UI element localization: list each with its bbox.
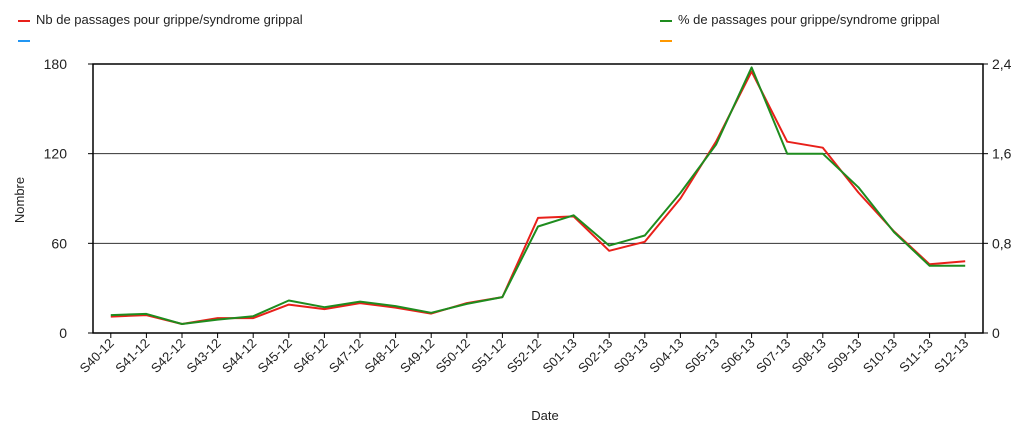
plot-frame	[92, 63, 984, 334]
x-tick-label-5: S45-12	[255, 336, 295, 376]
y-axis-right-ticks: 0 0,8 1,6 2,4	[983, 56, 1012, 341]
series-line-1	[110, 66, 966, 325]
y-right-tick-label-0: 0	[992, 325, 1000, 341]
x-tick-label-12: S52-12	[504, 336, 544, 376]
legend-swatch-red	[18, 19, 30, 22]
x-tick-label-15: S03-13	[611, 336, 651, 376]
legend-swatch-orange	[660, 39, 672, 42]
x-axis-ticks: S40-12S41-12S42-12S43-12S44-12S45-12S46-…	[77, 333, 971, 376]
x-tick-label-18: S06-13	[717, 336, 757, 376]
y-left-tick-label-3: 180	[44, 56, 68, 72]
x-tick-label-1: S41-12	[112, 336, 152, 376]
x-tick-label-6: S46-12	[290, 336, 330, 376]
x-tick-label-23: S11-13	[896, 336, 936, 376]
y-right-tick-label-1: 0,8	[992, 235, 1012, 251]
x-tick-label-19: S07-13	[753, 336, 793, 376]
legend-swatch-blue	[18, 39, 30, 42]
legend-item-nb-passages[interactable]: Nb de passages pour grippe/syndrome grip…	[18, 12, 303, 27]
x-tick-label-14: S02-13	[575, 336, 615, 376]
legend-item-pct-passages[interactable]: % de passages pour grippe/syndrome gripp…	[660, 12, 940, 27]
y-right-tick-label-2: 1,6	[992, 146, 1012, 162]
chart-series	[110, 66, 966, 325]
x-tick-label-17: S05-13	[682, 336, 722, 376]
legend-item-secondary-left[interactable]	[18, 32, 36, 47]
x-tick-label-21: S09-13	[824, 336, 864, 376]
x-tick-label-9: S49-12	[397, 336, 437, 376]
x-tick-label-7: S47-12	[326, 336, 366, 376]
legend-label-pct-passages: % de passages pour grippe/syndrome gripp…	[678, 12, 940, 27]
x-tick-label-4: S44-12	[219, 336, 259, 376]
x-tick-label-22: S10-13	[860, 336, 900, 376]
x-tick-label-11: S51-12	[468, 336, 508, 376]
x-tick-label-0: S40-12	[77, 336, 117, 376]
series-line-0	[110, 70, 966, 325]
y-axis-left-ticks: 0 60 120 180	[44, 56, 93, 341]
x-tick-label-8: S48-12	[361, 336, 401, 376]
legend-label-nb-passages: Nb de passages pour grippe/syndrome grip…	[36, 12, 303, 27]
x-tick-label-3: S43-12	[183, 336, 223, 376]
y-left-tick-label-2: 120	[44, 146, 68, 162]
legend-item-secondary-right[interactable]	[660, 32, 678, 47]
grid-lines	[93, 153, 983, 244]
x-tick-label-16: S04-13	[646, 336, 686, 376]
x-tick-label-13: S01-13	[539, 336, 579, 376]
y-axis-title: Nombre	[12, 177, 27, 223]
x-axis-title: Date	[531, 408, 558, 423]
chart-axes	[92, 63, 984, 334]
y-right-tick-label-3: 2,4	[992, 56, 1012, 72]
x-tick-label-24: S12-13	[931, 336, 971, 376]
x-tick-label-2: S42-12	[148, 336, 188, 376]
y-left-tick-label-0: 0	[59, 325, 67, 341]
legend-swatch-green	[660, 19, 672, 22]
x-tick-label-10: S50-12	[433, 336, 473, 376]
x-tick-label-20: S08-13	[789, 336, 829, 376]
y-left-tick-label-1: 60	[51, 235, 67, 251]
